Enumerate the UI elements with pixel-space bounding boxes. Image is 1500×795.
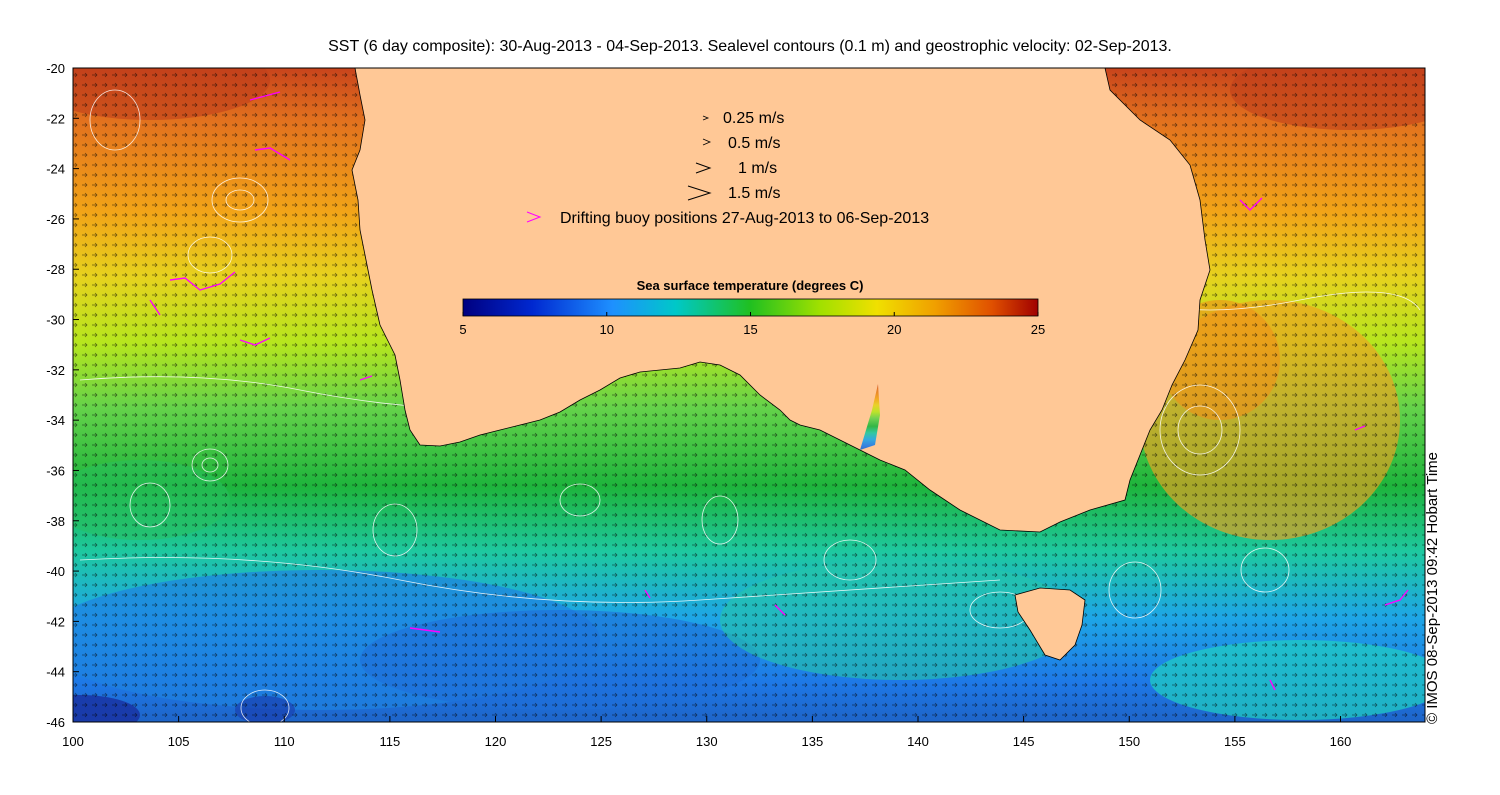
y-tick-label: -34 [46,413,65,428]
colorbar-tick-label: 25 [1031,322,1045,337]
x-tick-label: 150 [1118,734,1140,749]
vector-label-1-5: 1.5 m/s [728,185,780,202]
colorbar-tick-label: 15 [743,322,757,337]
y-tick-label: -46 [46,715,65,730]
y-tick-label: -36 [46,463,65,478]
x-tick-label: 140 [907,734,929,749]
colorbar: Sea surface temperature (degrees C) 5 10 1… [459,278,1045,337]
x-tick-label: 120 [485,734,507,749]
colorbar-title: Sea surface temperature (degrees C) [637,278,864,293]
vector-arrow-0-25-icon [702,115,710,121]
x-tick-label: 115 [380,734,401,749]
buoy-legend-label: Drifting buoy positions 27-Aug-2013 to 0… [560,210,929,227]
y-tick-label: -26 [46,212,65,227]
x-tick-label: 125 [590,734,612,749]
vector-arrow-0-5-icon [702,138,712,146]
y-tick-label: -28 [46,262,65,277]
x-tick-label: 105 [168,734,190,749]
y-tick-label: -44 [46,665,65,680]
y-tick-label: -30 [46,313,65,328]
copyright-notice: © IMOS 08-Sep-2013 09:42 Hobart Time [1424,451,1441,724]
x-tick-label: 145 [1013,734,1035,749]
y-tick-label: -40 [46,564,65,579]
map-frame [72,67,1426,723]
vector-legend: 0.25 m/s 0.5 m/s 1 m/s 1.5 m/s Drifting … [526,110,929,227]
colorbar-tick-label: 10 [600,322,614,337]
x-tick-label: 100 [62,734,84,749]
x-tick-label: 130 [696,734,718,749]
vector-label-1: 1 m/s [738,160,777,177]
colorbar-tick-label: 20 [887,322,901,337]
y-tick-label: -32 [46,363,65,378]
x-tick-label: 155 [1224,734,1246,749]
vector-arrow-1-icon [695,162,712,174]
vector-label-0-5: 0.5 m/s [728,135,780,152]
x-tick-label: 110 [274,734,295,749]
x-tick-label: 135 [802,734,824,749]
buoy-marker-icon [526,211,542,223]
y-tick-label: -42 [46,614,65,629]
colorbar-tick-label: 5 [459,322,466,337]
y-tick-label: -24 [46,162,65,177]
vector-label-0-25: 0.25 m/s [723,110,784,127]
y-tick-label: -20 [46,61,65,76]
y-axis: -20 -22 -24 -26 -28 -30 -32 -34 -36 -38 -40 -42 -44 -… [46,61,79,730]
vector-arrow-1-5-icon [687,185,712,201]
y-tick-label: -38 [46,514,65,529]
map-title: SST (6 day composite): 30-Aug-2013 - 04-… [328,38,1172,55]
x-tick-label: 160 [1330,734,1352,749]
buoy-tracks [149,91,1409,691]
y-tick-label: -22 [46,111,65,126]
x-axis: 100 105 110 115 120 125 130 135 140 145 150 155 160 [62,716,1351,749]
